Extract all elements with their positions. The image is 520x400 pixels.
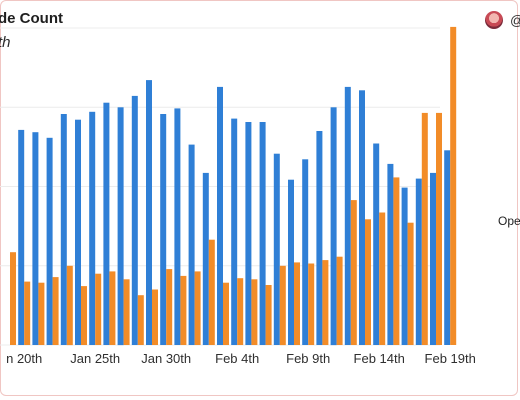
- blue-bar: [60, 114, 67, 345]
- blue-bar: [245, 122, 252, 345]
- blue-bar: [415, 178, 422, 345]
- orange-bar: [393, 177, 400, 345]
- orange-bar: [237, 278, 244, 345]
- orange-bar: [109, 271, 116, 345]
- orange-bar: [336, 256, 343, 345]
- orange-bar: [194, 271, 201, 345]
- blue-bar: [401, 187, 408, 345]
- x-tick-label: Feb 14th: [354, 351, 405, 366]
- blue-bar: [46, 137, 53, 345]
- orange-bar: [10, 252, 16, 345]
- orange-bar: [81, 286, 87, 345]
- blue-bar: [18, 129, 25, 345]
- orange-bar: [308, 263, 315, 345]
- blue-bar: [316, 131, 323, 345]
- orange-bar: [436, 112, 442, 346]
- blue-bar: [430, 172, 436, 345]
- blue-bar: [174, 108, 181, 346]
- orange-bar: [66, 265, 73, 346]
- orange-bar: [223, 282, 229, 345]
- blue-bar: [89, 111, 96, 345]
- orange-bar: [450, 26, 457, 346]
- x-tick-label: n 20th: [6, 351, 42, 366]
- blue-bar: [330, 107, 337, 346]
- chart-title: de Count: [0, 10, 63, 27]
- blue-bar: [188, 144, 195, 345]
- orange-bar: [265, 285, 272, 345]
- orange-bar: [322, 260, 329, 345]
- blue-bar: [444, 150, 451, 345]
- user-handle[interactable]: @: [510, 12, 520, 28]
- orange-bar: [379, 212, 386, 345]
- orange-bar: [251, 279, 258, 345]
- side-panel-label: Ope: [498, 214, 520, 228]
- blue-bar: [75, 119, 81, 345]
- orange-bar: [137, 295, 144, 345]
- blue-bar: [131, 95, 138, 346]
- orange-bar: [421, 112, 428, 346]
- blue-bar: [359, 90, 365, 345]
- orange-bar: [279, 265, 286, 346]
- x-axis-ticks: n 20th Jan 25th Jan 30th Feb 4th Feb 9th Feb …: [6, 351, 476, 366]
- blue-bar: [344, 86, 351, 346]
- chart-bars: [10, 26, 457, 346]
- blue-bar: [302, 159, 309, 345]
- avatar-icon[interactable]: [485, 11, 503, 29]
- orange-bar: [365, 219, 371, 345]
- blue-bar: [288, 179, 294, 345]
- blue-bar: [273, 153, 280, 345]
- orange-bar: [407, 222, 414, 345]
- orange-bar: [38, 282, 45, 345]
- x-tick-label: Feb 19th: [425, 351, 476, 366]
- orange-bar: [123, 279, 130, 345]
- blue-bar: [373, 143, 380, 345]
- blue-bar: [160, 114, 167, 345]
- blue-bar: [217, 86, 223, 346]
- orange-bar: [294, 262, 300, 345]
- blue-bar: [32, 132, 39, 345]
- blue-bar: [146, 80, 152, 345]
- x-tick-label: Feb 4th: [215, 351, 259, 366]
- orange-bar: [24, 281, 31, 345]
- orange-bar: [350, 200, 357, 345]
- blue-bar: [231, 118, 238, 345]
- blue-bar: [117, 107, 124, 346]
- blue-bar: [202, 172, 209, 345]
- x-tick-label: Jan 25th: [70, 351, 120, 366]
- orange-bar: [152, 289, 158, 345]
- chart-subtitle: th: [0, 34, 11, 51]
- blue-bar: [259, 122, 266, 345]
- blue-bar: [387, 163, 394, 345]
- blue-bar: [103, 102, 110, 345]
- orange-bar: [180, 275, 187, 345]
- x-tick-label: Feb 9th: [286, 351, 330, 366]
- x-tick-label: Jan 30th: [141, 351, 191, 366]
- orange-bar: [208, 239, 215, 345]
- orange-bar: [95, 273, 102, 345]
- orange-bar: [166, 269, 173, 345]
- orange-bar: [52, 277, 59, 345]
